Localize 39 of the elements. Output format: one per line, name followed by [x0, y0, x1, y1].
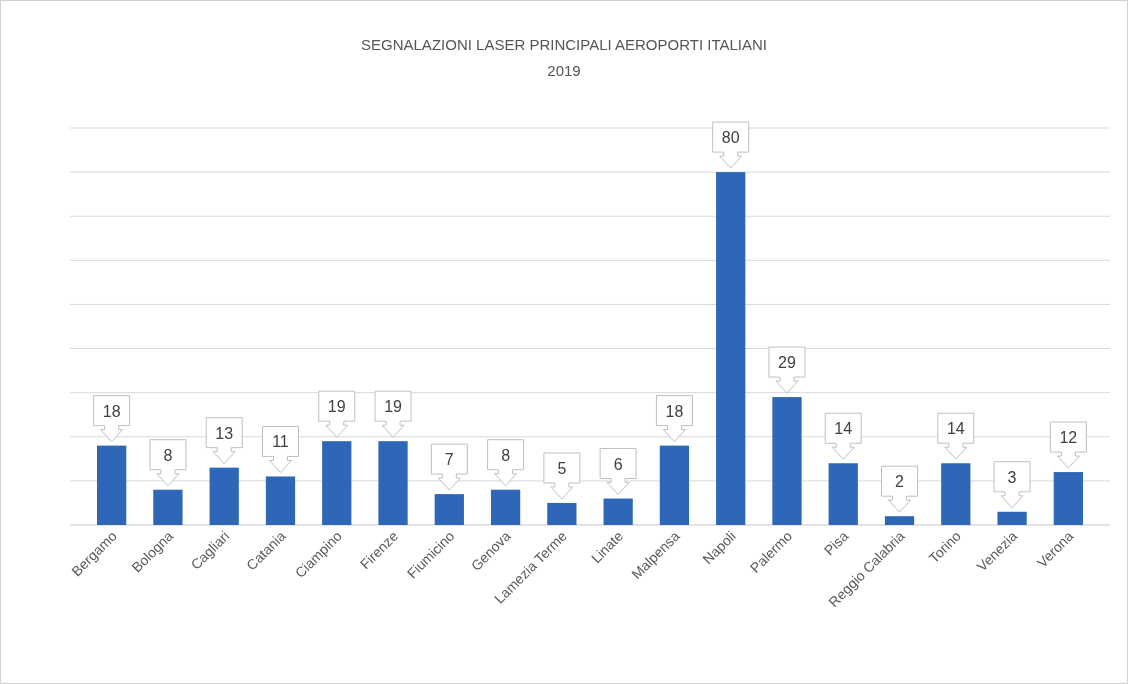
bar: [772, 397, 802, 525]
data-label: 11: [272, 433, 289, 451]
data-label: 14: [834, 420, 853, 438]
bar: [941, 463, 971, 525]
bar: [265, 476, 296, 525]
chart-title: SEGNALAZIONI LASER PRINCIPALI AEROPORTI ITALIANI: [361, 36, 767, 53]
data-label: 18: [102, 402, 121, 420]
data-label: 19: [384, 398, 403, 416]
data-label: 18: [665, 402, 684, 420]
data-label: 3: [1007, 468, 1017, 486]
data-label: 80: [721, 129, 740, 147]
bar: [378, 441, 408, 525]
data-label: 8: [163, 446, 173, 464]
data-label: 6: [613, 455, 623, 473]
data-label: 29: [778, 354, 796, 372]
bar: [434, 494, 464, 525]
data-label: 7: [444, 451, 454, 469]
data-label: 19: [327, 398, 346, 416]
bar: [97, 445, 127, 525]
data-label: 2: [895, 473, 905, 491]
bar: [322, 441, 352, 525]
bar: [1053, 472, 1083, 525]
bar: [490, 489, 521, 525]
bar: [828, 463, 858, 525]
bar: [884, 516, 915, 525]
chart-subtitle: 2019: [547, 62, 581, 79]
bar: [997, 511, 1027, 525]
bar: [209, 467, 239, 525]
data-label: 8: [501, 446, 511, 464]
data-label: 12: [1059, 429, 1078, 447]
x-tick-label: Pisa: [820, 527, 852, 559]
bar: [659, 445, 690, 525]
bar: [603, 498, 633, 525]
data-label: 13: [215, 424, 234, 442]
bar: [153, 489, 183, 525]
data-label: 14: [946, 420, 965, 438]
data-label: 5: [557, 459, 567, 477]
bar: [716, 172, 746, 525]
bar: [547, 502, 577, 525]
